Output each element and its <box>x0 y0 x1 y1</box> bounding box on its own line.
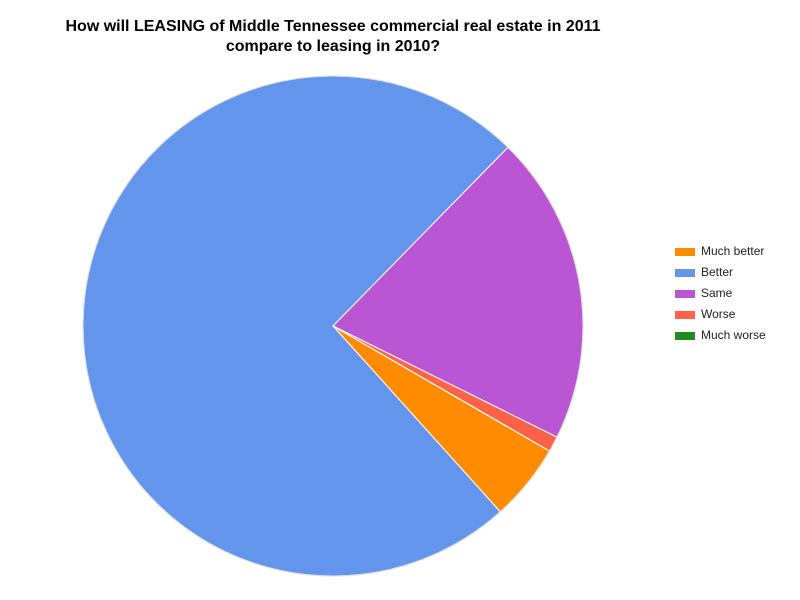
legend-swatch <box>675 269 695 277</box>
legend-swatch <box>675 311 695 319</box>
legend-swatch <box>675 290 695 298</box>
legend-label: Much better <box>701 244 764 258</box>
legend-label: Much worse <box>701 328 766 342</box>
pie-outline <box>82 75 584 577</box>
legend-swatch <box>675 248 695 256</box>
chart-title: How will LEASING of Middle Tennessee com… <box>65 18 601 55</box>
legend-label: Same <box>701 286 733 300</box>
legend-label: Better <box>701 265 733 279</box>
legend-label: Worse <box>701 307 736 321</box>
legend-swatch <box>675 332 695 340</box>
